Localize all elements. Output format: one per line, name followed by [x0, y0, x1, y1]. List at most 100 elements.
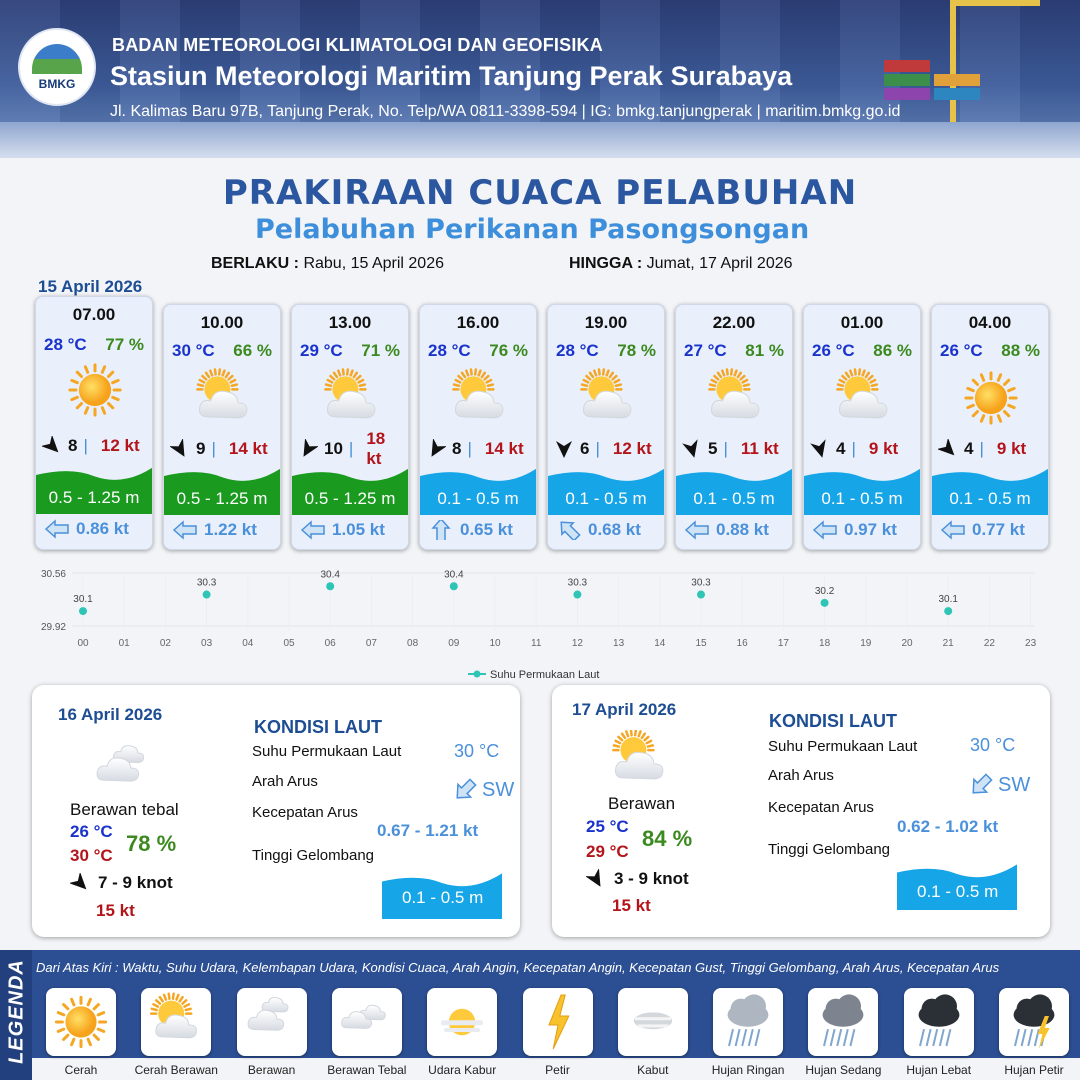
wave-graphic [897, 862, 1017, 910]
station-address: Jl. Kalimas Baru 97B, Tanjung Perak, No.… [110, 103, 901, 120]
x-tick-label: 15 [695, 638, 707, 649]
legend-title: LEGENDA [5, 959, 28, 1064]
wave-graphic [420, 465, 536, 515]
forecast-humidity: 78 % [617, 341, 656, 360]
wind-direction-icon [40, 434, 62, 456]
current-direction-icon [940, 520, 966, 540]
current-direction-icon [812, 520, 838, 540]
wave-height-value: 0.1 - 0.5 m [402, 888, 484, 907]
legend-item [427, 988, 498, 1056]
partly-cloudy-icon [700, 367, 770, 429]
chart-point [202, 590, 211, 599]
valid-to-label: HINGGA : [569, 255, 643, 272]
partly-cloudy-icon [444, 367, 514, 429]
gust-speed: 14 kt [228, 439, 268, 458]
wind-separator: | [851, 439, 856, 458]
wind-separator: | [348, 439, 354, 458]
wind-speed: 8 [452, 439, 462, 458]
current-direction-value: SW [482, 778, 515, 801]
x-tick-label: 00 [77, 638, 89, 649]
logo-emblem [32, 43, 82, 74]
forecast-humidity: 71 % [361, 341, 400, 360]
gust-speed: 9 kt [868, 439, 899, 458]
wind-speed: 6 [580, 439, 590, 458]
wind-info: 4 | 9 kt [810, 438, 916, 460]
wind-direction-icon [554, 439, 574, 459]
forecast-card: 16.00 28 °C 76 % 8 | 14 kt 0.1 - 0.5 m 0… [419, 304, 537, 550]
wave-graphic [804, 465, 920, 515]
day-temp-max: 30 °C [70, 846, 113, 865]
forecast-time: 01.00 [840, 313, 884, 332]
x-tick-label: 14 [654, 638, 666, 649]
sst-label: Suhu Permukaan Laut [768, 738, 918, 755]
wind-direction-icon [298, 438, 319, 459]
current-direction-icon [684, 520, 710, 540]
legend-label-strip [32, 1058, 1080, 1080]
day-humidity: 78 % [126, 831, 177, 856]
current-direction-icon [556, 520, 582, 542]
legend-swatch [473, 670, 481, 678]
day-condition: Berawan [608, 794, 676, 813]
chart-point [573, 590, 582, 599]
sea-temperature-chart: 00 01 02 03 04 05 06 07 08 09 10 11 12 13 14 15 16 17 18 19… [41, 569, 1037, 681]
today-date: 15 April 2026 [38, 277, 143, 296]
valid-from-label: BERLAKU : [211, 255, 299, 272]
data-label: 30.3 [197, 578, 217, 589]
legend-item [236, 988, 307, 1056]
day-gust: 15 kt [612, 896, 651, 915]
forecast-humidity: 86 % [873, 341, 912, 360]
partly-cloudy-icon [188, 367, 258, 429]
wave-graphic [932, 465, 1048, 515]
forecast-temperature: 28 °C [428, 341, 471, 360]
x-tick-label: 22 [984, 638, 996, 649]
current-speed: 1.22 kt [204, 520, 257, 539]
legend-item-label: Berawan [247, 1063, 296, 1077]
wind-separator: | [723, 439, 728, 458]
legend-item-label: Berawan Tebal [327, 1063, 407, 1077]
x-tick-label: 07 [366, 638, 378, 649]
current-direction-icon [428, 517, 454, 542]
legend-item-label: Udara Kabur [428, 1063, 497, 1077]
valid-from-value: Rabu, 15 April 2026 [303, 255, 444, 272]
valid-from: BERLAKU : Rabu, 15 April 2026 [211, 255, 444, 273]
logo-text: BMKG [38, 76, 76, 91]
day-gust: 15 kt [96, 901, 135, 920]
legend-item [903, 988, 974, 1056]
partly-cloudy-icon [572, 367, 642, 429]
current-speed: 0.77 kt [972, 520, 1025, 539]
wave-height: 0.5 - 1.25 m [176, 489, 268, 508]
current-direction-label: Arah Arus [252, 773, 318, 790]
legend-series-name: Suhu Permukaan Laut [490, 669, 599, 681]
day-wind-speed: 3 - 9 knot [614, 869, 689, 888]
wave-graphic [36, 464, 152, 514]
wind-direction-icon [169, 438, 190, 459]
current-info: 0.88 kt [684, 520, 769, 540]
legend-item [999, 988, 1069, 1056]
forecast-time: 22.00 [712, 313, 756, 332]
wave-height: 0.1 - 0.5 m [821, 489, 903, 508]
chart-point [79, 607, 87, 616]
gust-speed: 14 kt [484, 439, 524, 458]
x-tick-label: 16 [737, 638, 749, 649]
wind-info: 4 | 9 kt [936, 437, 1044, 460]
current-speed: 0.65 kt [460, 520, 513, 539]
y-tick-label: 29.92 [41, 622, 66, 633]
day-temp-min: 25 °C [586, 817, 629, 836]
gust-speed: 12 kt [612, 439, 652, 458]
forecast-temperature: 26 °C [940, 341, 983, 360]
cloudy-icon [90, 740, 160, 796]
header-floor [0, 122, 1080, 158]
day-temp-min: 26 °C [70, 822, 113, 841]
x-tick-label: 20 [901, 638, 913, 649]
forecast-humidity: 76 % [489, 341, 528, 360]
forecast-time: 07.00 [72, 305, 116, 324]
current-info: 0.97 kt [812, 520, 897, 540]
legend-item-label: Hujan Sedang [805, 1063, 882, 1077]
x-tick-label: 05 [283, 638, 295, 649]
wind-speed: 10 [324, 439, 343, 458]
x-tick-label: 02 [160, 638, 172, 649]
wind-direction-icon [682, 439, 702, 459]
legend-item-label: Petir [545, 1063, 570, 1077]
current-direction-label: Arah Arus [768, 767, 834, 784]
wind-separator: | [211, 439, 216, 458]
